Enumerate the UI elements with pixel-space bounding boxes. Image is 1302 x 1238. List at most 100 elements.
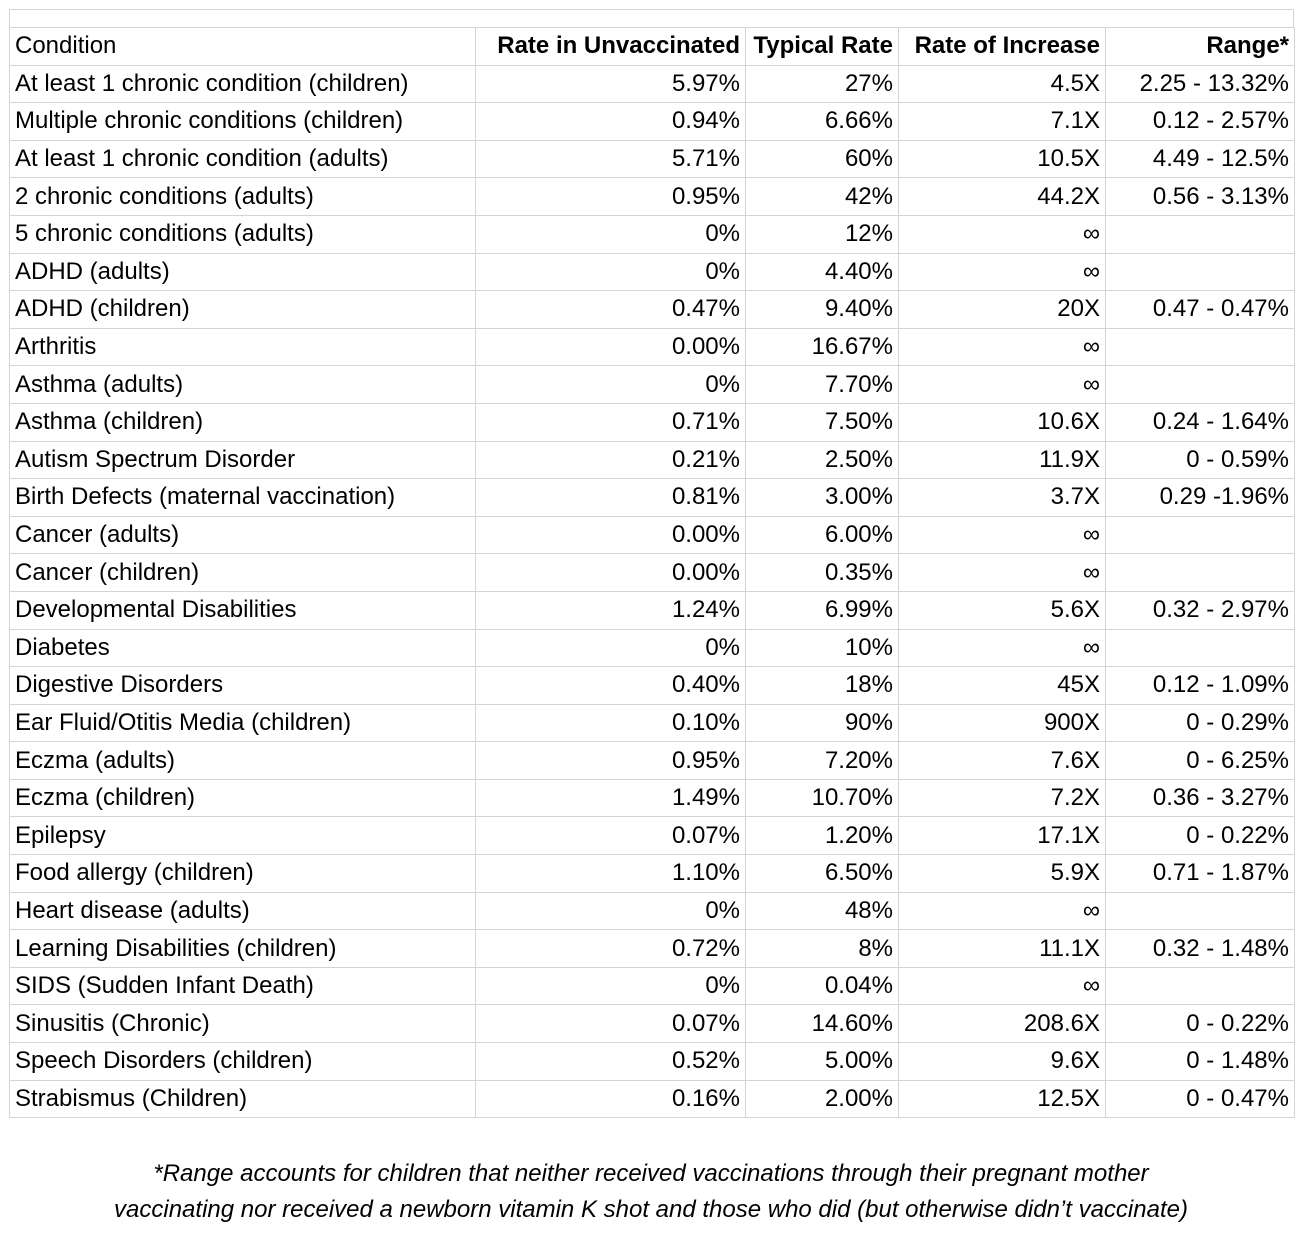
table-cell: 5.71% <box>475 139 746 179</box>
table-cell: Birth Defects (maternal vaccination) <box>9 478 476 517</box>
table-cell: ∞ <box>898 553 1106 592</box>
table-cell: 0% <box>475 252 746 292</box>
table-row: Asthma (children) 0.71% 7.50% 10.6X 0.24 - 1… <box>9 402 1295 442</box>
table-cell: 0.32 - 2.97% <box>1105 590 1295 630</box>
table-row: Epilepsy 0.07% 1.20% 17.1X 0 - 0.22% <box>9 816 1295 856</box>
table-cell: Digestive Disorders <box>9 666 476 705</box>
data-table: Condition Rate in Unvaccinated Typical Rat… <box>9 27 1295 1119</box>
table-cell: 10.70% <box>745 778 899 818</box>
table-cell: Sinusitis (Chronic) <box>9 1004 476 1044</box>
table-cell: 4.5X <box>898 64 1106 104</box>
header-cell: Condition <box>9 27 476 66</box>
header-row: Condition Rate in Unvaccinated Typical Rat… <box>9 27 1295 66</box>
table-cell: 0 - 0.47% <box>1105 1079 1295 1119</box>
table-cell: 16.67% <box>745 327 899 367</box>
table-cell: 0% <box>475 628 746 668</box>
table-cell: 0.10% <box>475 703 746 743</box>
table-cell: 10% <box>745 628 899 668</box>
table-cell: 1.20% <box>745 816 899 856</box>
table-cell: 44.2X <box>898 177 1106 216</box>
table-cell: 45X <box>898 666 1106 705</box>
table-cell: Eczma (children) <box>9 778 476 818</box>
table-cell: 0 - 0.29% <box>1105 703 1295 743</box>
table-cell: 0.94% <box>475 102 746 141</box>
table-cell: 8% <box>745 929 899 968</box>
table-cell: 9.6X <box>898 1042 1106 1081</box>
table-row: Diabetes 0% 10% ∞ <box>9 628 1295 668</box>
table-cell <box>1105 515 1295 555</box>
table-cell: Strabismus (Children) <box>9 1079 476 1119</box>
table-cell: Speech Disorders (children) <box>9 1042 476 1081</box>
table-cell: 7.20% <box>745 741 899 780</box>
table-cell <box>1105 891 1295 931</box>
table-cell: 7.1X <box>898 102 1106 141</box>
footnote-line: vaccinating nor received a newborn vitam… <box>114 1196 1188 1223</box>
table-cell: 6.66% <box>745 102 899 141</box>
table-cell: 0.40% <box>475 666 746 705</box>
table-cell: Developmental Disabilities <box>9 590 476 630</box>
table-cell: 0% <box>475 365 746 404</box>
table-cell: 5.9X <box>898 854 1106 893</box>
table-cell: 0.00% <box>475 515 746 555</box>
footnote-line: *Range accounts for children that neithe… <box>153 1160 1149 1187</box>
table-row: 5 chronic conditions (adults) 0% 12% ∞ <box>9 214 1295 254</box>
table-cell: 60% <box>745 139 899 179</box>
table-row: Digestive Disorders 0.40% 18% 45X 0.12 - 1.0… <box>9 666 1295 705</box>
table-row: At least 1 chronic condition (adults) 5.7… <box>9 139 1295 179</box>
table-cell: Arthritis <box>9 327 476 367</box>
table-cell <box>1105 365 1295 404</box>
table-cell: 5.97% <box>475 64 746 104</box>
table-cell: 0.95% <box>475 177 746 216</box>
table-cell <box>1105 628 1295 668</box>
table-row: ADHD (adults) 0% 4.40% ∞ <box>9 252 1295 292</box>
table-cell: 4.49 - 12.5% <box>1105 139 1295 179</box>
table-cell: 10.5X <box>898 139 1106 179</box>
table-row: Cancer (adults) 0.00% 6.00% ∞ <box>9 515 1295 555</box>
table-cell: ∞ <box>898 628 1106 668</box>
table-row: Eczma (adults) 0.95% 7.20% 7.6X 0 - 6.25% <box>9 741 1295 780</box>
table-cell: ∞ <box>898 214 1106 254</box>
table-cell: 2.50% <box>745 440 899 480</box>
table-cell: Learning Disabilities (children) <box>9 929 476 968</box>
table-cell: 90% <box>745 703 899 743</box>
table-cell: ∞ <box>898 515 1106 555</box>
table-cell: 7.2X <box>898 778 1106 818</box>
table-row: Autism Spectrum Disorder 0.21% 2.50% 11.9X 0… <box>9 440 1295 480</box>
table-cell: 2.00% <box>745 1079 899 1119</box>
header-cell: Rate in Unvaccinated <box>475 27 746 66</box>
table-cell: At least 1 chronic condition (adults) <box>9 139 476 179</box>
table-cell: 0 - 1.48% <box>1105 1042 1295 1081</box>
table-cell: 0% <box>475 966 746 1006</box>
table-row: ADHD (children) 0.47% 9.40% 20X 0.47 - 0.47% <box>9 290 1295 329</box>
table-row: Speech Disorders (children) 0.52% 5.00% 9.6… <box>9 1042 1295 1081</box>
table-cell: 20X <box>898 290 1106 329</box>
table-cell: Autism Spectrum Disorder <box>9 440 476 480</box>
table-cell: Heart disease (adults) <box>9 891 476 931</box>
table-cell: 1.24% <box>475 590 746 630</box>
table-cell: 5.6X <box>898 590 1106 630</box>
table-top <box>9 9 1294 27</box>
table-cell: ∞ <box>898 252 1106 292</box>
table-cell: 0.95% <box>475 741 746 780</box>
table-cell: 0.24 - 1.64% <box>1105 402 1295 442</box>
table-cell: Diabetes <box>9 628 476 668</box>
table-cell: 14.60% <box>745 1004 899 1044</box>
table-cell: 0.04% <box>745 966 899 1006</box>
table-cell: 5 chronic conditions (adults) <box>9 214 476 254</box>
table-row: Learning Disabilities (children) 0.72% 8% 1… <box>9 929 1295 968</box>
table-cell: 1.49% <box>475 778 746 818</box>
table-cell: ADHD (adults) <box>9 252 476 292</box>
table-row: 2 chronic conditions (adults) 0.95% 42% 44.… <box>9 177 1295 216</box>
table-cell: 0.29 -1.96% <box>1105 478 1295 517</box>
header-cell: Rate of Increase <box>898 27 1106 66</box>
table-row: Eczma (children) 1.49% 10.70% 7.2X 0.36 - 3.… <box>9 778 1295 818</box>
table-cell: Cancer (adults) <box>9 515 476 555</box>
table-cell: SIDS (Sudden Infant Death) <box>9 966 476 1006</box>
table-row: Cancer (children) 0.00% 0.35% ∞ <box>9 553 1295 592</box>
table-cell: 0.71% <box>475 402 746 442</box>
table-cell: ∞ <box>898 966 1106 1006</box>
table-row: At least 1 chronic condition (children) 5… <box>9 64 1295 104</box>
table-cell <box>1105 214 1295 254</box>
table-cell: 12% <box>745 214 899 254</box>
table-cell: 0.32 - 1.48% <box>1105 929 1295 968</box>
